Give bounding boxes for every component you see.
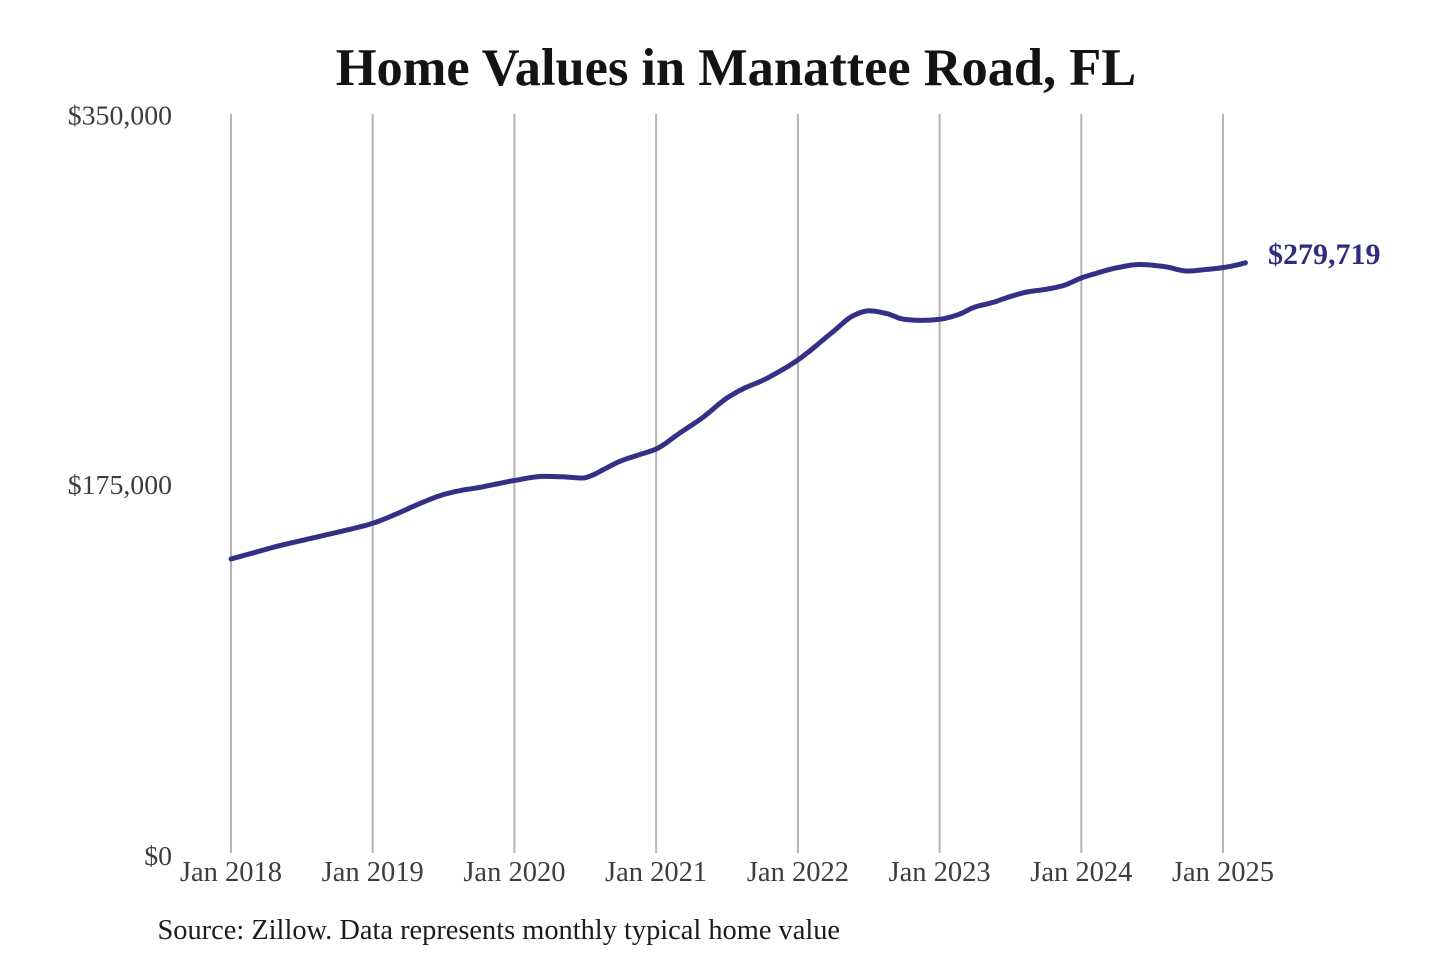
svg-text:Source: Zillow. Data represent: Source: Zillow. Data represents monthly … (158, 915, 841, 946)
svg-text:$0: $0 (144, 841, 172, 872)
svg-text:$279,719: $279,719 (1268, 238, 1381, 271)
svg-text:Jan 2025: Jan 2025 (1172, 857, 1274, 888)
svg-text:Jan 2018: Jan 2018 (180, 857, 282, 888)
svg-text:Jan 2023: Jan 2023 (889, 857, 991, 888)
svg-text:Home Values in Manattee Road,: Home Values in Manattee Road, FL (336, 39, 1136, 97)
svg-text:Jan 2022: Jan 2022 (747, 857, 849, 888)
svg-text:Jan 2020: Jan 2020 (463, 857, 565, 888)
svg-text:$175,000: $175,000 (68, 470, 172, 501)
svg-text:Jan 2019: Jan 2019 (322, 857, 424, 888)
svg-text:Jan 2021: Jan 2021 (605, 857, 707, 888)
svg-text:$350,000: $350,000 (68, 101, 172, 132)
svg-text:Jan 2024: Jan 2024 (1030, 857, 1132, 888)
